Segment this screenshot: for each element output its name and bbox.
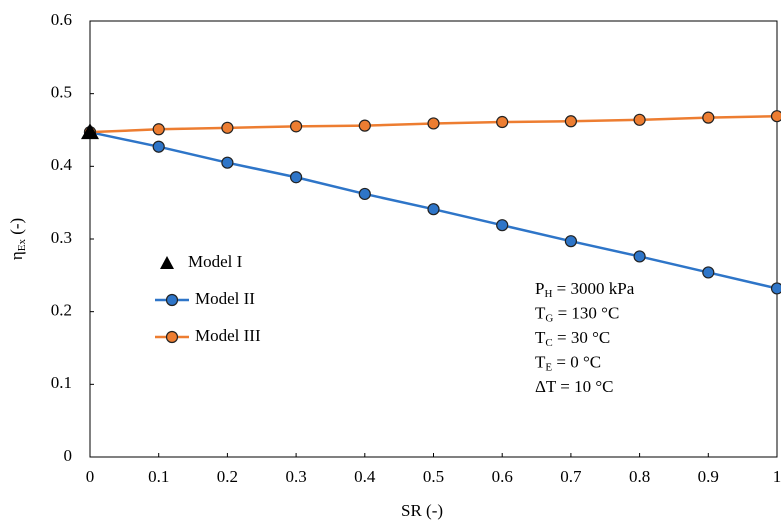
annotation-rest: = 0 °C bbox=[552, 352, 601, 371]
annotation-rest: = 30 °C bbox=[553, 328, 610, 347]
circle-marker bbox=[496, 219, 509, 232]
circle-marker bbox=[290, 120, 303, 133]
x-tick-label: 1 bbox=[773, 467, 781, 486]
circle-marker bbox=[633, 113, 646, 126]
circle-marker bbox=[702, 266, 715, 279]
circle-marker bbox=[221, 156, 234, 169]
annotation-sub: H bbox=[544, 288, 552, 300]
y-label-sub: Ex bbox=[16, 239, 28, 252]
circle-marker bbox=[427, 203, 440, 216]
legend-marker bbox=[165, 293, 179, 307]
annotation: PH = 3000 kPa bbox=[535, 279, 635, 300]
y-tick-label: 0.4 bbox=[51, 155, 73, 174]
x-tick-label: 0.1 bbox=[148, 467, 169, 486]
annotation-main: T bbox=[535, 303, 546, 322]
circle-marker bbox=[496, 115, 509, 129]
y-tick-label: 0.6 bbox=[51, 10, 72, 29]
annotation: TG = 130 °C bbox=[535, 303, 619, 324]
annotation-main: P bbox=[535, 279, 544, 298]
circle-marker bbox=[564, 235, 578, 248]
legend-label: Model III bbox=[195, 326, 261, 345]
annotation: ΔT = 10 °C bbox=[535, 377, 613, 396]
y-tick-label: 0.3 bbox=[51, 228, 72, 247]
x-tick-label: 0.6 bbox=[492, 467, 513, 486]
circle-marker bbox=[358, 119, 371, 132]
x-tick-label: 0.4 bbox=[354, 467, 376, 486]
y-tick-label: 0.2 bbox=[51, 301, 72, 320]
annotation-sub: G bbox=[545, 312, 553, 324]
x-tick-label: 0.5 bbox=[423, 467, 444, 486]
y-label-rest: (-) bbox=[7, 218, 26, 239]
circle-marker bbox=[770, 282, 781, 295]
legend-marker bbox=[165, 330, 179, 344]
x-axis-label: SR (-) bbox=[401, 501, 443, 520]
annotation: TC = 30 °C bbox=[535, 328, 610, 349]
circle-marker bbox=[358, 187, 371, 201]
y-tick-label: 0.5 bbox=[51, 83, 72, 102]
y-axis-label: ηEx (-) bbox=[7, 218, 28, 260]
circle-marker bbox=[702, 111, 715, 124]
x-tick-label: 0 bbox=[86, 467, 95, 486]
triangle-marker bbox=[81, 123, 99, 140]
x-tick-label: 0.3 bbox=[285, 467, 306, 486]
circle-marker bbox=[152, 140, 165, 153]
circle-marker bbox=[564, 115, 578, 128]
annotation-sub: C bbox=[545, 337, 552, 349]
legend-marker bbox=[160, 256, 174, 269]
annotation-sub: E bbox=[545, 361, 552, 373]
annotation-main: ΔT = 10 °C bbox=[535, 377, 613, 396]
annotation-main: T bbox=[535, 352, 546, 371]
y-label-main: η bbox=[7, 251, 26, 260]
plot-frame bbox=[89, 20, 778, 458]
circle-marker bbox=[633, 250, 646, 263]
circle-marker bbox=[152, 123, 165, 136]
circle-marker bbox=[427, 117, 440, 130]
x-tick-label: 0.2 bbox=[217, 467, 238, 486]
x-tick-label: 0.8 bbox=[629, 467, 650, 486]
legend-label: Model I bbox=[188, 252, 243, 271]
annotation-rest: = 130 °C bbox=[553, 303, 619, 322]
circle-marker bbox=[290, 171, 303, 184]
circle-marker bbox=[770, 110, 781, 123]
y-tick-label: 0.1 bbox=[51, 373, 72, 392]
circle-marker bbox=[221, 121, 234, 134]
x-tick-label: 0.7 bbox=[560, 467, 582, 486]
annotation-rest: = 3000 kPa bbox=[552, 279, 634, 298]
x-tick-label: 0.9 bbox=[698, 467, 719, 486]
annotation-main: T bbox=[535, 328, 546, 347]
y-tick-label: 0 bbox=[64, 446, 73, 465]
annotation: TE = 0 °C bbox=[535, 352, 601, 373]
legend-label: Model II bbox=[195, 289, 255, 308]
